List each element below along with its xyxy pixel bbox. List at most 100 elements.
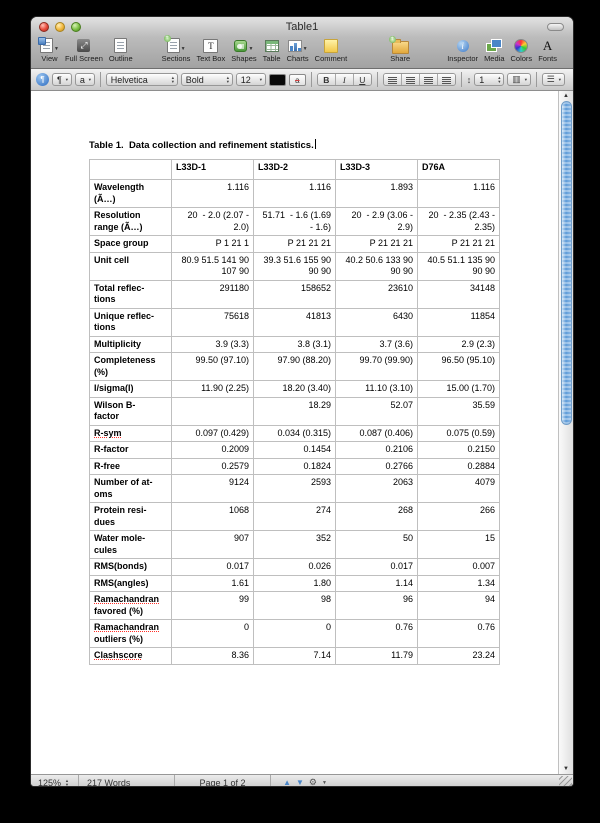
table-cell[interactable]: 18.20 (3.40) xyxy=(253,380,336,398)
toolbar-item-fonts[interactable]: A Fonts xyxy=(538,37,557,63)
toolbar-item-full-screen[interactable]: ⤢ Full Screen xyxy=(64,39,103,63)
scroll-up-arrow[interactable]: ▲ xyxy=(563,93,569,99)
table-cell[interactable]: 41813 xyxy=(253,307,336,337)
character-style-dropdown[interactable]: a ▼ xyxy=(74,73,95,86)
row-label-cell[interactable]: Wilson B-factor xyxy=(89,396,172,426)
table-cell[interactable]: 907 xyxy=(171,530,254,559)
table-cell[interactable]: 0.017 xyxy=(171,558,254,576)
gear-icon[interactable]: ⚙ xyxy=(308,777,317,787)
toolbar-item-view[interactable]: ▼ View xyxy=(38,37,59,63)
row-label-cell[interactable]: R-factor xyxy=(89,441,172,459)
row-label-cell[interactable]: Total reflec-tions xyxy=(89,279,172,309)
table-cell[interactable]: 18.29 xyxy=(253,396,336,426)
table-cell[interactable]: 23610 xyxy=(335,279,418,309)
column-header[interactable]: L33D-2 xyxy=(253,159,336,180)
column-header[interactable]: L33D-1 xyxy=(171,159,254,180)
table-cell[interactable]: 6430 xyxy=(335,307,418,337)
toolbar-item-table[interactable]: Table xyxy=(263,37,281,63)
table-cell[interactable]: 80.9 51.5 141 90 107 90 xyxy=(171,251,254,281)
table-cell[interactable]: 96.50 (95.10) xyxy=(417,352,500,381)
toolbar-item-outline[interactable]: Outline xyxy=(109,37,133,63)
table-cell[interactable]: 291180 xyxy=(171,279,254,309)
toolbar-item-colors[interactable]: Colors xyxy=(511,37,532,63)
table-cell[interactable]: 97.90 (88.20) xyxy=(253,352,336,381)
toolbar-toggle-button[interactable] xyxy=(547,23,564,31)
table-cell[interactable]: 50 xyxy=(335,530,418,559)
row-label-cell[interactable]: Ramachandran outliers (%) xyxy=(89,619,172,648)
toolbar-item-sections[interactable]: + ▼ Sections xyxy=(161,35,191,63)
table-cell[interactable]: 11.10 (3.10) xyxy=(335,380,418,398)
table-cell[interactable]: 1.14 xyxy=(335,574,418,592)
table-cell[interactable]: 0.2106 xyxy=(335,441,418,459)
table-cell[interactable]: 0.1824 xyxy=(253,457,336,475)
row-label-cell[interactable]: Ramachandran favored (%) xyxy=(89,591,172,620)
table-cell[interactable]: 0.2009 xyxy=(171,441,254,459)
table-cell[interactable]: 3.7 (3.6) xyxy=(335,335,418,353)
table-cell[interactable]: 15 xyxy=(417,530,500,559)
table-cell[interactable]: 2063 xyxy=(335,474,418,503)
row-label-cell[interactable]: Clashscore xyxy=(89,647,172,665)
zoom-control[interactable]: 125% ▲ ▼ xyxy=(31,775,79,786)
row-label-cell[interactable]: R-free xyxy=(89,457,172,475)
row-label-cell[interactable]: Unit cell xyxy=(89,251,172,281)
table-cell[interactable]: 2593 xyxy=(253,474,336,503)
table-cell[interactable]: 8.36 xyxy=(171,647,254,665)
table-cell[interactable]: P 21 21 21 xyxy=(335,235,418,253)
table-cell[interactable]: 0.026 xyxy=(253,558,336,576)
table-cell[interactable]: 11.79 xyxy=(335,647,418,665)
table-cell[interactable] xyxy=(171,396,254,426)
table-cell[interactable]: 352 xyxy=(253,530,336,559)
table-cell[interactable]: 1.61 xyxy=(171,574,254,592)
table-cell[interactable]: 15.00 (1.70) xyxy=(417,380,500,398)
table-cell[interactable]: 9124 xyxy=(171,474,254,503)
table-cell[interactable]: 0 xyxy=(171,619,254,648)
table-cell[interactable]: 75618 xyxy=(171,307,254,337)
row-label-cell[interactable]: Unique reflec-tions xyxy=(89,307,172,337)
table-cell[interactable]: 274 xyxy=(253,502,336,531)
table-cell[interactable]: 20 - 2.35 (2.43 - 2.35) xyxy=(417,207,500,236)
statistics-table[interactable]: L33D-1 L33D-2 L33D-3 D76A Wavelength (Ã…)… xyxy=(89,159,500,665)
row-label-cell[interactable]: R-sym xyxy=(89,424,172,442)
table-cell[interactable]: 20 - 2.0 (2.07 - 2.0) xyxy=(171,207,254,236)
table-cell[interactable]: 0.2766 xyxy=(335,457,418,475)
font-family-select[interactable]: Helvetica ▲ ▼ xyxy=(105,73,178,86)
columns-dropdown[interactable]: ▥ ▼ xyxy=(507,73,531,86)
text-color-well[interactable] xyxy=(268,73,286,86)
table-cell[interactable]: 3.9 (3.3) xyxy=(171,335,254,353)
background-color-well[interactable]: a xyxy=(288,73,306,86)
table-cell[interactable]: 94 xyxy=(417,591,500,620)
table-cell[interactable]: 40.5 51.1 135 90 90 90 xyxy=(417,251,500,281)
zoom-button[interactable] xyxy=(71,22,81,32)
toolbar-item-comment[interactable]: Comment xyxy=(315,37,347,63)
row-label-cell[interactable]: Space group xyxy=(89,235,172,253)
table-cell[interactable]: 268 xyxy=(335,502,418,531)
align-right-button[interactable] xyxy=(419,74,438,85)
table-cell[interactable]: 40.2 50.6 133 90 90 90 xyxy=(335,251,418,281)
table-cell[interactable]: 0.76 xyxy=(335,619,418,648)
typeface-select[interactable]: Bold ▲ ▼ xyxy=(180,73,233,86)
vertical-scrollbar[interactable]: ▲ ▼ xyxy=(558,91,573,774)
table-cell[interactable]: 0.1454 xyxy=(253,441,336,459)
table-cell[interactable]: 35.59 xyxy=(417,396,500,426)
column-header[interactable] xyxy=(89,159,172,180)
column-header[interactable]: D76A xyxy=(417,159,500,180)
table-cell[interactable]: 23.24 xyxy=(417,647,500,665)
table-cell[interactable]: 1.116 xyxy=(417,179,500,208)
toolbar-item-charts[interactable]: ▼ Charts xyxy=(287,37,309,63)
table-cell[interactable]: 3.8 (3.1) xyxy=(253,335,336,353)
table-cell[interactable]: 52.07 xyxy=(335,396,418,426)
row-label-cell[interactable]: Water mole-cules xyxy=(89,530,172,559)
table-cell[interactable]: P 21 21 21 xyxy=(253,235,336,253)
table-cell[interactable]: 4079 xyxy=(417,474,500,503)
table-cell[interactable]: 0.097 (0.429) xyxy=(171,424,254,442)
paragraph-style-dropdown[interactable]: ¶ ▼ xyxy=(52,73,72,86)
align-center-button[interactable] xyxy=(401,74,420,85)
table-cell[interactable]: 1.116 xyxy=(171,179,254,208)
styles-drawer-button[interactable]: ¶ xyxy=(36,73,49,86)
table-caption[interactable]: Table 1. Data collection and refinement … xyxy=(89,139,316,151)
table-cell[interactable]: 98 xyxy=(253,591,336,620)
table-cell[interactable]: 0.075 (0.59) xyxy=(417,424,500,442)
previous-page-button[interactable]: ▲ xyxy=(283,777,291,787)
row-label-cell[interactable]: Multiplicity xyxy=(89,335,172,353)
table-cell[interactable]: 99.50 (97.10) xyxy=(171,352,254,381)
